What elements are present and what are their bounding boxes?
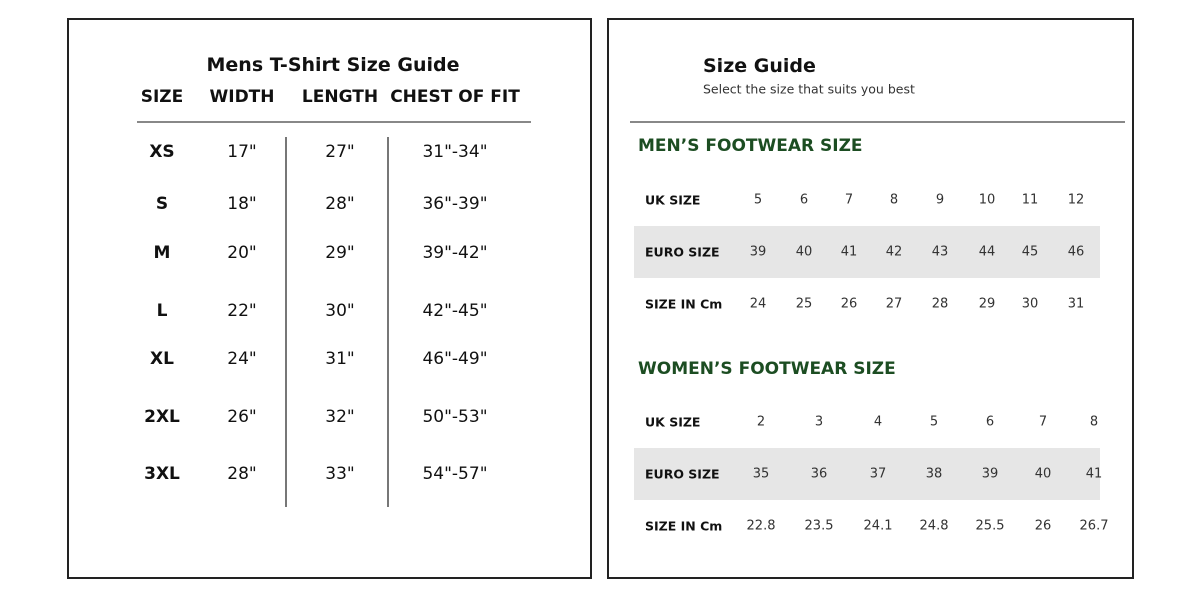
table-cell: 8	[1089, 414, 1099, 430]
table-cell: 42"-45"	[422, 301, 488, 321]
table-cell: 27	[885, 296, 903, 312]
size-label: M	[153, 243, 171, 263]
row-label: EURO SIZE	[645, 244, 720, 260]
table-cell: 46	[1067, 244, 1085, 260]
womens-footwear-heading: WOMEN’S FOOTWEAR SIZE	[638, 359, 896, 379]
table-cell: 29"	[325, 243, 355, 263]
table-cell: 18"	[227, 194, 257, 214]
table-cell: 38	[925, 466, 943, 482]
size-label: XS	[149, 142, 175, 162]
column-divider	[285, 137, 287, 507]
table-cell: 41	[1085, 466, 1103, 482]
table-cell: 22"	[227, 301, 257, 321]
column-header: CHEST OF FIT	[390, 87, 520, 107]
table-cell: 28"	[325, 194, 355, 214]
table-cell: 39	[981, 466, 999, 482]
footwear-title: Size Guide	[703, 55, 816, 77]
row-label: EURO SIZE	[645, 466, 720, 482]
table-cell: 20"	[227, 243, 257, 263]
table-cell: 25.5	[975, 518, 1005, 534]
tshirt-size-guide-panel	[67, 18, 592, 579]
mens-euro-row-band	[634, 226, 1100, 278]
table-cell: 29	[978, 296, 996, 312]
table-cell: 41	[840, 244, 858, 260]
header-divider	[137, 121, 531, 123]
table-cell: 26	[1034, 518, 1052, 534]
table-cell: 3	[814, 414, 824, 430]
table-cell: 46"-49"	[422, 349, 488, 369]
table-cell: 25	[795, 296, 813, 312]
table-cell: 6	[985, 414, 995, 430]
table-cell: 44	[978, 244, 996, 260]
table-cell: 50"-53"	[422, 407, 488, 427]
table-cell: 22.8	[746, 518, 776, 534]
table-cell: 26"	[227, 407, 257, 427]
table-cell: 45	[1021, 244, 1039, 260]
womens-euro-row-band	[634, 448, 1100, 500]
table-cell: 40	[795, 244, 813, 260]
table-cell: 31	[1067, 296, 1085, 312]
column-header: SIZE	[140, 87, 184, 107]
table-cell: 33"	[325, 464, 355, 484]
column-header: LENGTH	[301, 87, 379, 107]
table-cell: 54"-57"	[422, 464, 488, 484]
table-cell: 42	[885, 244, 903, 260]
column-header: WIDTH	[209, 87, 275, 107]
table-cell: 43	[931, 244, 949, 260]
table-cell: 40	[1034, 466, 1052, 482]
table-cell: 8	[889, 192, 899, 208]
table-cell: 32"	[325, 407, 355, 427]
table-cell: 27"	[325, 142, 355, 162]
table-cell: 30	[1021, 296, 1039, 312]
footwear-divider	[630, 121, 1125, 123]
table-cell: 24	[749, 296, 767, 312]
size-label: XL	[150, 349, 174, 369]
table-cell: 24.1	[863, 518, 893, 534]
table-cell: 10	[978, 192, 996, 208]
row-label: SIZE IN Cm	[645, 296, 723, 312]
row-label: SIZE IN Cm	[645, 518, 723, 534]
footwear-subtitle: Select the size that suits you best	[703, 81, 915, 97]
table-cell: 26.7	[1079, 518, 1109, 534]
table-cell: 7	[844, 192, 854, 208]
table-cell: 12	[1067, 192, 1085, 208]
row-label: UK SIZE	[645, 192, 701, 208]
table-cell: 31"	[325, 349, 355, 369]
table-cell: 5	[753, 192, 763, 208]
table-cell: 9	[935, 192, 945, 208]
table-cell: 39"-42"	[422, 243, 488, 263]
table-cell: 2	[756, 414, 766, 430]
table-cell: 5	[929, 414, 939, 430]
table-cell: 31"-34"	[422, 142, 488, 162]
table-cell: 28	[931, 296, 949, 312]
size-label: 2XL	[144, 407, 180, 427]
table-cell: 7	[1038, 414, 1048, 430]
table-cell: 4	[873, 414, 883, 430]
column-divider	[387, 137, 389, 507]
table-cell: 36"-39"	[422, 194, 488, 214]
table-cell: 17"	[227, 142, 257, 162]
table-cell: 11	[1021, 192, 1039, 208]
table-cell: 37	[869, 466, 887, 482]
row-label: UK SIZE	[645, 414, 701, 430]
table-cell: 26	[840, 296, 858, 312]
table-cell: 28"	[227, 464, 257, 484]
table-cell: 39	[749, 244, 767, 260]
size-label: L	[156, 301, 168, 321]
table-cell: 36	[810, 466, 828, 482]
table-cell: 35	[752, 466, 770, 482]
tshirt-title: Mens T-Shirt Size Guide	[206, 54, 460, 76]
table-cell: 30"	[325, 301, 355, 321]
table-cell: 24.8	[919, 518, 949, 534]
mens-footwear-heading: MEN’S FOOTWEAR SIZE	[638, 136, 863, 156]
size-label: 3XL	[144, 464, 180, 484]
table-cell: 24"	[227, 349, 257, 369]
size-label: S	[155, 194, 169, 214]
table-cell: 6	[799, 192, 809, 208]
table-cell: 23.5	[804, 518, 834, 534]
